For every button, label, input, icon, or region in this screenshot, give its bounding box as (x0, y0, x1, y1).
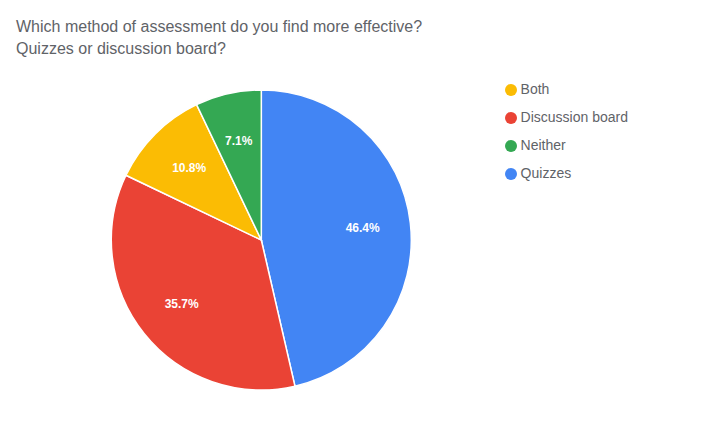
html-text:Quizzes or discussion board?: Quizzes or discussion board? (16, 40, 226, 58)
svg-text:7.1%: 7.1% (225, 133, 253, 147)
html-text:Both: Both (520, 80, 550, 97)
svg-text:10.8%: 10.8% (172, 161, 206, 175)
svg-text:46.4%: 46.4% (346, 221, 380, 235)
html-text:Discussion board: Discussion board (520, 108, 628, 125)
html-text:Quizzes: Quizzes (520, 164, 572, 181)
html-text:Which method of assessment do: Which method of assessment do you find m… (16, 18, 423, 35)
svg-text:35.7%: 35.7% (165, 297, 199, 311)
html-text:Neither: Neither (520, 136, 566, 153)
